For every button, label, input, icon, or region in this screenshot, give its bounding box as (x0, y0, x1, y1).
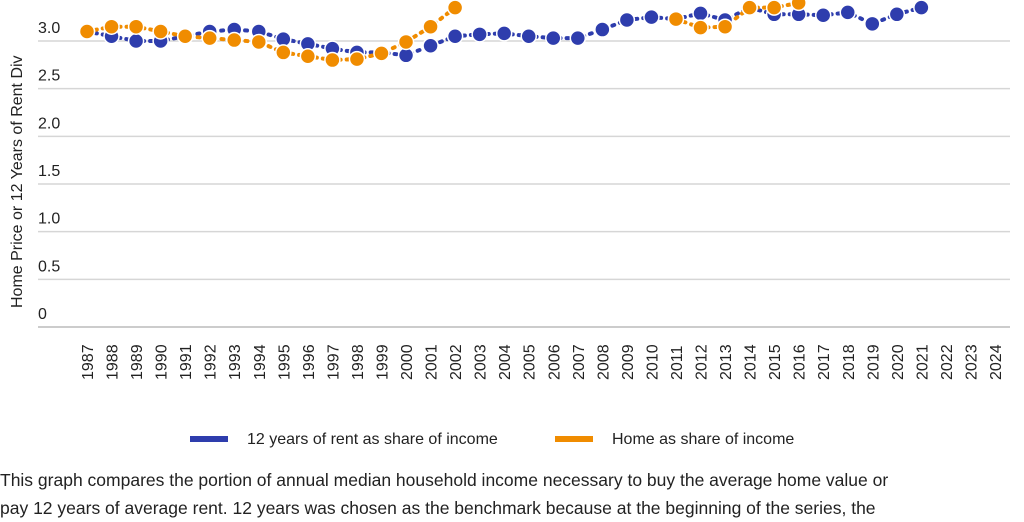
x-tick-label: 2010 (644, 344, 661, 380)
data-point (446, 0, 464, 16)
x-tick-label: 2022 (939, 344, 956, 380)
x-tick-label: 1992 (203, 344, 220, 380)
x-tick-label: 2017 (816, 344, 833, 380)
data-point (397, 33, 415, 51)
x-tick-label: 1995 (276, 344, 293, 380)
data-point (741, 0, 758, 16)
legend-label: Home as share of income (612, 431, 794, 448)
x-tick-label: 2014 (743, 344, 760, 380)
y-tick-label: 3.0 (38, 20, 60, 37)
data-point (127, 18, 145, 35)
x-tick-label: 2003 (473, 344, 490, 380)
x-tick-label: 2009 (620, 344, 637, 380)
x-tick-label: 2019 (865, 344, 882, 380)
x-tick-label: 2013 (718, 344, 735, 380)
data-point (765, 0, 783, 16)
x-tick-label: 1990 (154, 344, 171, 380)
x-tick-label: 2018 (841, 344, 858, 380)
series-line (85, 0, 801, 63)
x-tick-label: 2012 (694, 344, 711, 380)
x-tick-label: 1996 (301, 344, 318, 380)
x-tick-label: 2000 (399, 344, 416, 380)
x-tick-label: 2021 (914, 344, 931, 380)
x-tick-label: 1991 (178, 344, 195, 380)
y-tick-label: 2.5 (38, 68, 60, 85)
x-tick-label: 2002 (448, 344, 465, 380)
x-tick-label: 2016 (792, 344, 809, 380)
y-axis-label: Home Price or 12 Years of Rent Div (9, 55, 26, 308)
data-point (250, 33, 268, 51)
data-point (594, 21, 611, 38)
x-tick-label: 2020 (890, 344, 907, 380)
data-point (78, 23, 96, 40)
data-point (790, 0, 807, 12)
x-tick-label: 1989 (129, 344, 146, 380)
data-point (643, 8, 660, 26)
data-point (520, 27, 537, 45)
x-tick-label: 2011 (669, 345, 686, 380)
data-point (692, 19, 709, 36)
data-point (373, 45, 390, 62)
data-point (545, 29, 562, 47)
x-tick-label: 2015 (767, 344, 784, 380)
y-tick-label: 1.0 (38, 211, 60, 228)
data-point (275, 44, 292, 61)
data-point (864, 15, 881, 33)
caption-line: pay 12 years of average rent. 12 years w… (0, 498, 876, 518)
x-tick-label: 2004 (497, 344, 514, 380)
data-point (422, 37, 439, 55)
y-tick-label: 0.5 (38, 258, 60, 275)
data-point (839, 4, 857, 21)
x-tick-label: 1987 (80, 344, 97, 380)
x-tick-label: 2006 (546, 344, 563, 380)
y-tick-label: 2.0 (38, 115, 60, 132)
caption: This graph compares the portion of annua… (0, 466, 1024, 522)
data-point (495, 25, 513, 42)
data-point (618, 11, 636, 29)
data-point (225, 31, 243, 49)
data-point (176, 27, 194, 45)
data-point (103, 18, 120, 35)
x-tick-label: 2008 (595, 344, 612, 380)
x-tick-label: 1997 (325, 344, 342, 380)
data-point (324, 51, 341, 69)
chart: Home Price or 12 Years of Rent Div 0 0.5 1… (9, 0, 1010, 448)
x-tick-label: 1998 (350, 344, 367, 380)
caption-line: This graph compares the portion of annua… (0, 470, 889, 490)
y-tick-label: 0 (38, 306, 47, 323)
data-point (127, 32, 145, 50)
data-point (152, 23, 169, 40)
data-point (814, 7, 832, 24)
x-tick-label: 1988 (105, 344, 122, 380)
data-point (692, 5, 709, 22)
legend-label: 12 years of rent as share of income (247, 431, 498, 448)
data-point (569, 29, 587, 47)
data-point (201, 29, 218, 47)
data-point (667, 10, 685, 28)
x-tick-label: 1993 (227, 344, 244, 380)
data-point (913, 0, 930, 16)
x-tick-label: 2005 (522, 344, 539, 380)
x-tick-label: 1999 (374, 344, 391, 380)
data-point (471, 26, 488, 43)
data-point (888, 6, 906, 23)
x-tick-label: 2007 (571, 344, 588, 380)
data-point (422, 18, 439, 35)
data-point (716, 18, 734, 35)
data-point (446, 27, 464, 45)
x-tick-label: 2001 (424, 344, 441, 380)
x-tick-label: 1994 (252, 344, 269, 380)
x-tick-label: 2023 (963, 344, 980, 380)
y-tick-label: 1.5 (38, 163, 60, 180)
data-point (299, 47, 317, 65)
data-point (348, 50, 366, 68)
x-tick-label: 2024 (988, 344, 1005, 380)
